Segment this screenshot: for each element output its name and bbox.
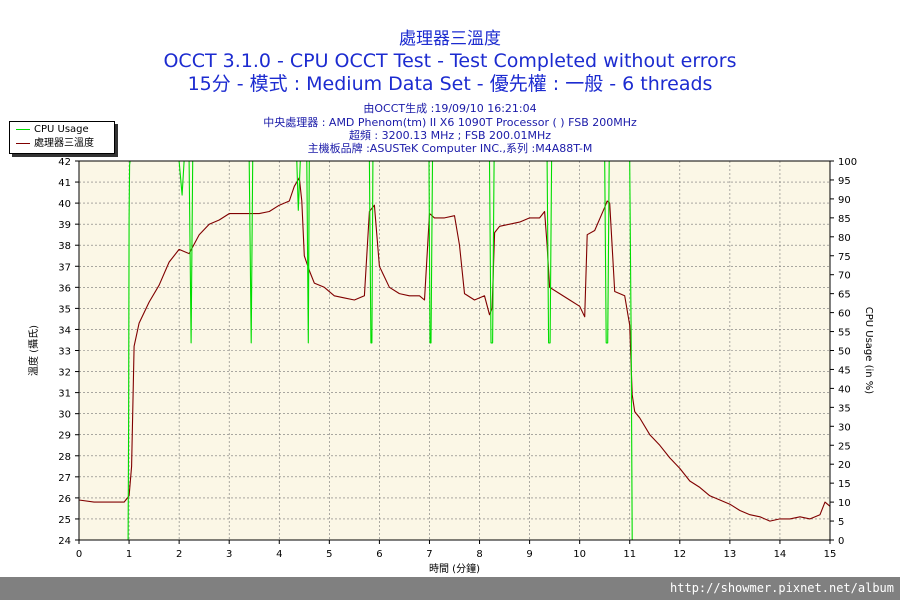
y-right-tick-label: 85 [838, 214, 851, 225]
x-tick-label: 2 [176, 549, 182, 560]
y-right-tick-label: 65 [838, 290, 851, 301]
chart-subtitle-mode: 15分 - 模式 : Medium Data Set - 優先權 : 一般 - … [187, 73, 713, 95]
info-clock: 超頻 : 3200.13 MHz ; FSB 200.01MHz [348, 129, 552, 142]
y-left-tick-label: 40 [58, 199, 71, 210]
y-right-tick-label: 0 [838, 536, 844, 547]
y-left-tick-label: 33 [58, 347, 71, 358]
y-left-tick-label: 30 [58, 410, 71, 421]
y-left-tick-label: 26 [58, 494, 71, 505]
y-right-tick-label: 10 [838, 498, 851, 509]
y-right-tick-label: 100 [838, 157, 857, 168]
legend-item-cpu-usage: CPU Usage [16, 123, 89, 136]
series-line-temperature [78, 177, 831, 522]
y-right-tick-label: 15 [838, 479, 851, 490]
legend-swatch-temp [16, 142, 30, 144]
x-tick-label: 14 [774, 549, 787, 560]
x-tick-label: 15 [824, 549, 837, 560]
y-left-tick-label: 27 [58, 473, 71, 484]
legend: CPU Usage 處理器三溫度 [9, 121, 115, 154]
x-tick-label: 7 [426, 549, 432, 560]
y-left-tick-label: 37 [58, 262, 71, 273]
x-axis-label: 時間 (分鐘) [429, 562, 480, 575]
x-tick-label: 13 [723, 549, 736, 560]
x-tick-label: 9 [526, 549, 532, 560]
y-axis-label-right: CPU Usage (in %) [863, 307, 874, 395]
info-generated: 由OCCT生成 :19/09/10 16:21:04 [363, 102, 537, 115]
x-tick-label: 1 [126, 549, 132, 560]
x-tick-label: 0 [76, 549, 82, 560]
y-left-tick-label: 32 [58, 368, 71, 379]
y-left-tick-label: 36 [58, 283, 71, 294]
info-motherboard: 主機板品牌 :ASUSTeK Computer INC.,系列 :M4A88T-… [307, 142, 593, 155]
y-left-tick-label: 28 [58, 452, 71, 463]
grid-lines [78, 160, 831, 541]
legend-label-cpu-usage: CPU Usage [34, 124, 89, 135]
y-right-tick-label: 5 [838, 517, 844, 528]
y-right-tick-label: 35 [838, 403, 851, 414]
y-left-tick-label: 25 [58, 515, 71, 526]
y-right-tick-label: 55 [838, 328, 851, 339]
y-right-tick-label: 50 [838, 347, 851, 358]
y-left-tick-label: 35 [58, 304, 71, 315]
chart-subtitle-test: OCCT 3.1.0 - CPU OCCT Test - Test Comple… [163, 50, 737, 72]
y-right-tick-label: 45 [838, 365, 851, 376]
y-right-tick-label: 60 [838, 309, 851, 320]
x-tick-label: 6 [376, 549, 382, 560]
axis-ticks: 0 1 2 3 4 5 6 7 8 9 10 11 12 13 14 15242526272829303132… [58, 157, 857, 560]
y-right-tick-label: 95 [838, 176, 851, 187]
y-left-tick-label: 42 [58, 157, 71, 168]
y-left-tick-label: 38 [58, 241, 71, 252]
y-right-tick-label: 20 [838, 460, 851, 471]
y-left-tick-label: 24 [58, 536, 71, 547]
legend-item-temp: 處理器三溫度 [16, 137, 94, 150]
y-right-tick-label: 80 [838, 233, 851, 244]
y-left-tick-label: 41 [58, 178, 71, 189]
x-tick-label: 8 [476, 549, 482, 560]
y-right-tick-label: 25 [838, 441, 851, 452]
footer-bar: http://showmer.pixnet.net/album [0, 577, 900, 600]
y-right-tick-label: 30 [838, 422, 851, 433]
x-tick-label: 5 [326, 549, 332, 560]
x-tick-label: 11 [623, 549, 636, 560]
y-axis-label-left: 溫度 (攝氏) [27, 325, 40, 376]
plot-border [78, 160, 831, 541]
y-left-tick-label: 34 [58, 325, 71, 336]
x-tick-label: 12 [673, 549, 686, 560]
legend-swatch-cpu-usage [16, 128, 30, 130]
y-right-tick-label: 90 [838, 195, 851, 206]
x-tick-label: 4 [276, 549, 282, 560]
legend-label-temp: 處理器三溫度 [34, 138, 94, 149]
y-left-tick-label: 39 [58, 220, 71, 231]
y-right-tick-label: 70 [838, 271, 851, 282]
info-cpu: 中央處理器 : AMD Phenom(tm) II X6 1090T Proce… [263, 116, 637, 129]
y-left-tick-label: 29 [58, 431, 71, 442]
y-left-tick-label: 31 [58, 389, 71, 400]
x-tick-label: 3 [226, 549, 232, 560]
chart-title: 處理器三溫度 [399, 29, 501, 49]
footer-url: http://showmer.pixnet.net/album [670, 581, 894, 595]
y-right-tick-label: 40 [838, 384, 851, 395]
x-tick-label: 10 [573, 549, 586, 560]
y-right-tick-label: 75 [838, 252, 851, 263]
